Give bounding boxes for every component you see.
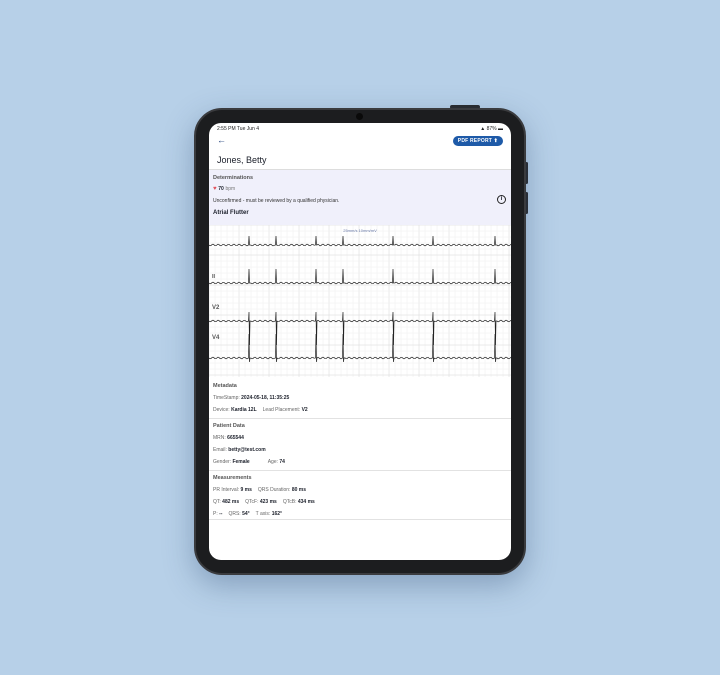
volume-up-button[interactable] xyxy=(525,162,528,184)
gender-age-row: Gender: Female Age: 74 xyxy=(213,459,285,465)
ecg-scale-label: 25mm/s 10mm/mV xyxy=(343,228,377,233)
ecg-chart xyxy=(209,224,511,377)
lead-label-v4: V4 xyxy=(212,335,220,341)
ecg-trace-v2 xyxy=(209,311,511,346)
status-battery: ▲ 87% ▬ xyxy=(480,126,503,132)
heart-icon: ♥ xyxy=(213,186,217,192)
axis-row: P: -- QRS: 54° T axis: 162° xyxy=(213,511,283,517)
status-time: 2:55 PM Tue Jun 4 xyxy=(217,126,259,132)
pdf-report-button[interactable]: PDF REPORT ⬆ xyxy=(452,136,503,146)
device-row: Device: Kardia 12L Lead Placement: V2 xyxy=(213,407,308,413)
measurements-section: Measurements PR Interval: 9 ms QRS Durati… xyxy=(209,471,511,520)
heart-rate: ♥ 70 bpm xyxy=(213,186,236,192)
determinations-title: Determinations xyxy=(213,175,254,181)
email-row: Email: betty@test.com xyxy=(213,447,266,453)
top-button[interactable] xyxy=(450,105,480,109)
volume-down-button[interactable] xyxy=(525,192,528,214)
metadata-title: Metadata xyxy=(213,383,237,389)
determinations-panel: Determinations ♥ 70 bpm Unconfirmed - mu… xyxy=(209,169,511,225)
diagnosis: Atrial Flutter xyxy=(213,210,249,216)
metadata-section: Metadata TimeStamp: 2024-05-18, 11:35:25… xyxy=(209,379,511,419)
ecg-trace-v4 xyxy=(209,333,511,363)
arrow-left-icon[interactable]: ← xyxy=(217,135,226,145)
mrn-row: MRN: 665544 xyxy=(213,435,244,441)
lead-label-v2: V2 xyxy=(212,305,220,311)
ecg-trace-ii xyxy=(209,268,511,285)
qt-row: QT: 482 ms QTcF: 423 ms QTcB: 434 ms xyxy=(213,499,315,505)
patient-title: Patient Data xyxy=(213,423,245,429)
unconfirmed-notice: Unconfirmed - must be reviewed by a qual… xyxy=(213,198,340,204)
info-icon[interactable]: i xyxy=(497,195,506,204)
screen: 2:55 PM Tue Jun 4 ▲ 87% ▬ ← PDF REPORT ⬆… xyxy=(209,123,511,560)
status-bar: 2:55 PM Tue Jun 4 ▲ 87% ▬ xyxy=(217,126,503,132)
ecg-strip: 25mm/s 10mm/mV II V2 V4 xyxy=(209,224,511,377)
intervals-row: PR Interval: 9 ms QRS Duration: 80 ms xyxy=(213,487,307,493)
patient-name: Jones, Betty xyxy=(217,155,267,165)
timestamp-row: TimeStamp: 2024-05-18, 11:35:25 xyxy=(213,395,290,401)
camera xyxy=(356,113,363,120)
ecg-trace-i xyxy=(209,235,511,247)
ecg-grid xyxy=(209,224,511,377)
lead-label-ii: II xyxy=(212,274,216,280)
measurements-title: Measurements xyxy=(213,475,252,481)
patient-section: Patient Data MRN: 665544 Email: betty@te… xyxy=(209,419,511,471)
